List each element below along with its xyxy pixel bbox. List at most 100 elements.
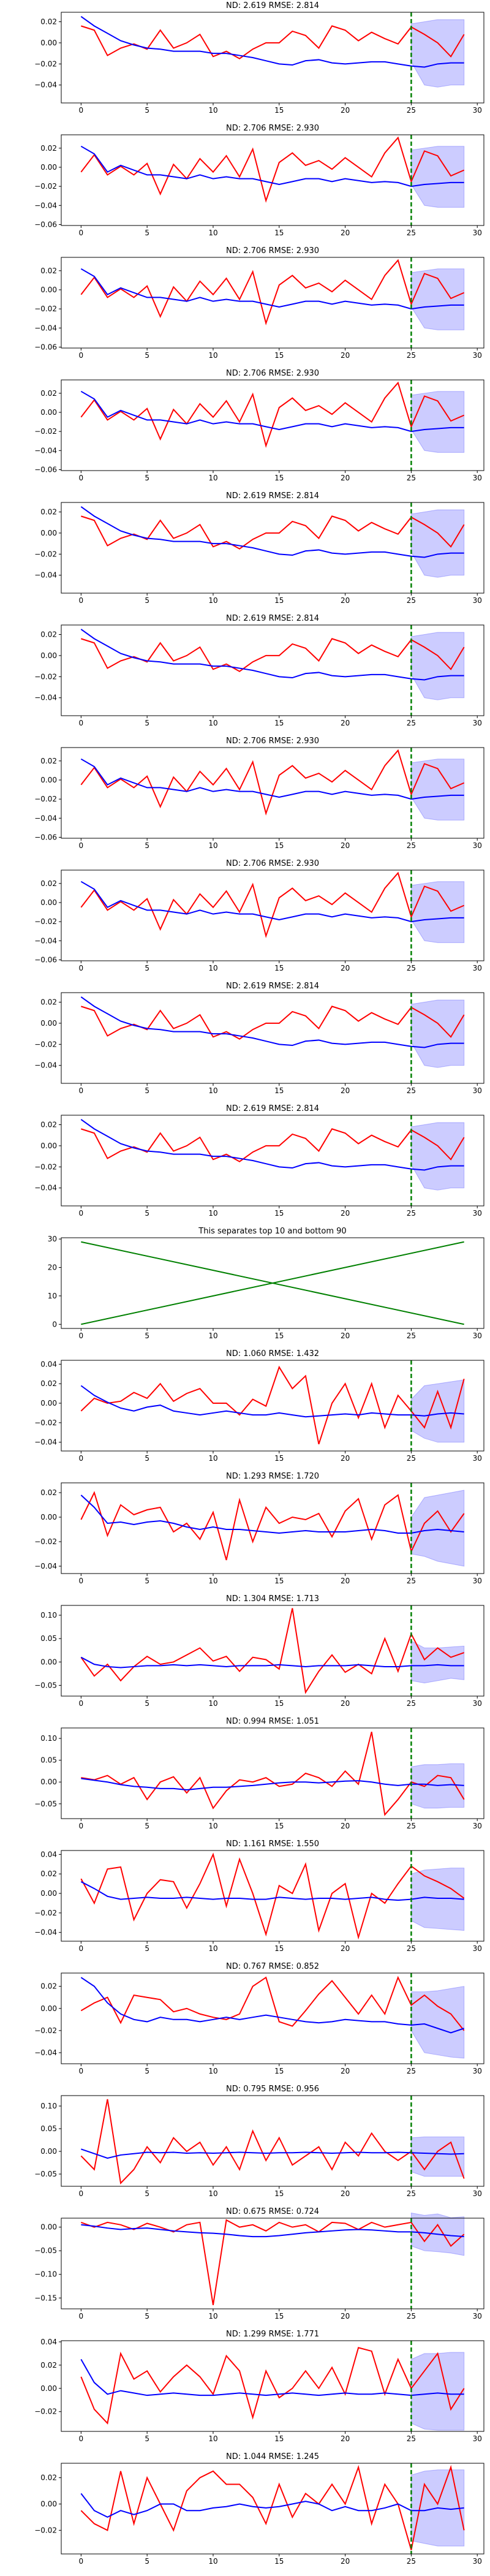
- x-tick-label: 20: [341, 841, 350, 850]
- chart-panel-19: ND: 0.675 RMSE: 0.724 0 5 10 15 20 25 30 −0.15 −0…: [0, 2206, 490, 2328]
- x-tick-label: 30: [473, 1577, 482, 1585]
- series-line-actual-1: [80, 871, 465, 938]
- x-tick-label: 10: [208, 2557, 217, 2566]
- x-tick-label: 0: [79, 2067, 84, 2075]
- y-tick-label: −0.02: [34, 2526, 57, 2534]
- x-tick-label: 0: [79, 1577, 84, 1585]
- y-tick-label: 0.05: [40, 1634, 57, 1643]
- y-tick-label: −0.02: [34, 1537, 57, 1546]
- chart-panel-3: ND: 2.706 RMSE: 2.930 0 5 10 15 20 25 30 −0.06 −0…: [0, 245, 490, 368]
- plot-frame: [61, 869, 484, 961]
- x-tick-label: 5: [145, 351, 149, 360]
- plot-frame: [61, 2463, 484, 2555]
- x-tick-label: 5: [145, 841, 149, 850]
- x-tick-label: 15: [274, 2557, 284, 2566]
- y-tick-label: −0.02: [34, 917, 57, 926]
- confidence-band: [410, 391, 465, 453]
- x-tick-label: 15: [274, 1332, 284, 1340]
- chart-svg: ND: 2.706 RMSE: 2.930 0 5 10 15 20 25 30 −0.06 −0…: [34, 369, 484, 482]
- x-tick-label: 20: [341, 2434, 350, 2443]
- x-tick-label: 5: [145, 1086, 149, 1095]
- series-line-actual-1: [81, 1732, 465, 1816]
- series-line-actual-1: [80, 2464, 465, 2550]
- x-tick-label: 30: [473, 2312, 482, 2320]
- y-tick-label: 0.02: [40, 630, 57, 638]
- y-tick-label: 0.00: [40, 163, 57, 172]
- chart-svg: ND: 1.293 RMSE: 1.720 0 5 10 15 20 25 30 −0.04 −0…: [34, 1472, 484, 1585]
- y-tick-label: 0.00: [40, 2384, 57, 2393]
- y-tick-label: 0.00: [40, 2499, 57, 2508]
- x-tick-label: 30: [473, 1332, 482, 1340]
- x-tick-label: 25: [407, 106, 416, 115]
- chart-panel-12: ND: 1.060 RMSE: 1.432 0 5 10 15 20 25 30 −0.04 −0…: [0, 1348, 490, 1471]
- x-tick-label: 30: [473, 474, 482, 482]
- x-tick-label: 10: [208, 1086, 217, 1095]
- x-tick-label: 10: [208, 1822, 217, 1830]
- y-tick-label: −0.02: [34, 795, 57, 803]
- x-tick-label: 25: [407, 1944, 416, 1953]
- y-tick-label: −0.06: [34, 343, 57, 351]
- x-tick-label: 30: [473, 1086, 482, 1095]
- x-tick-label: 5: [145, 2557, 149, 2566]
- y-tick-label: 30: [48, 1235, 57, 1243]
- chart-title: ND: 1.299 RMSE: 1.771: [226, 2330, 319, 2339]
- x-tick-label: 20: [341, 1577, 350, 1585]
- y-tick-label: −0.05: [34, 1681, 57, 1689]
- y-tick-label: 0.02: [40, 144, 57, 153]
- x-tick-label: 25: [407, 1454, 416, 1463]
- chart-svg: ND: 1.304 RMSE: 1.713 0 5 10 15 20 25 30 −0.05 0.…: [34, 1594, 484, 1708]
- plot-frame: [61, 1360, 484, 1452]
- x-tick-label: 15: [274, 2189, 284, 2198]
- y-tick-label: −0.04: [34, 694, 57, 702]
- chart-panel-11: This separates top 10 and bottom 90 0 5 10 1…: [0, 1225, 490, 1348]
- confidence-band: [410, 146, 465, 208]
- series-line-prediction-2: [80, 2358, 464, 2396]
- x-tick-label: 15: [274, 1086, 284, 1095]
- confidence-band: [410, 999, 465, 1068]
- x-tick-label: 25: [407, 229, 416, 237]
- confidence-band: [410, 881, 465, 943]
- chart-title: ND: 2.619 RMSE: 2.814: [226, 614, 319, 623]
- x-tick-label: 15: [274, 964, 284, 972]
- x-tick-label: 5: [145, 2312, 149, 2320]
- chart-title: ND: 1.044 RMSE: 1.245: [226, 2452, 319, 2461]
- x-tick-label: 30: [473, 1209, 482, 1218]
- y-tick-label: 0.02: [40, 2474, 57, 2482]
- y-tick-label: −0.02: [34, 672, 57, 681]
- chart-title: This separates top 10 and bottom 90: [198, 1227, 346, 1236]
- series-line-line-2: [81, 1241, 464, 1325]
- x-tick-label: 0: [79, 1454, 84, 1463]
- chart-panel-18: ND: 0.795 RMSE: 0.956 0 5 10 15 20 25 30 −0.05 0.…: [0, 2083, 490, 2206]
- series-line-actual-1: [81, 2219, 465, 2305]
- y-tick-label: 0.02: [40, 998, 57, 1006]
- y-tick-label: 20: [48, 1263, 57, 1271]
- plot-frame: [61, 1727, 484, 1819]
- chart-svg: ND: 2.706 RMSE: 2.930 0 5 10 15 20 25 30 −0.06 −0…: [34, 246, 484, 360]
- series-line-prediction-2: [80, 16, 464, 68]
- x-tick-label: 20: [341, 1332, 350, 1340]
- series-line-actual-1: [81, 515, 465, 550]
- chart-title: ND: 1.293 RMSE: 1.720: [226, 1472, 319, 1481]
- chart-panel-2: ND: 2.706 RMSE: 2.930 0 5 10 15 20 25 30 −0.06 −0…: [0, 123, 490, 245]
- y-tick-label: −0.10: [34, 2270, 57, 2279]
- y-tick-label: −0.02: [34, 182, 57, 191]
- y-tick-label: 0.00: [40, 1399, 57, 1407]
- y-tick-label: 0.10: [40, 2102, 57, 2110]
- x-tick-label: 20: [341, 106, 350, 115]
- x-tick-label: 20: [341, 2067, 350, 2075]
- x-tick-label: 20: [341, 2189, 350, 2198]
- x-tick-label: 25: [407, 1332, 416, 1340]
- plot-frame: [61, 1237, 484, 1329]
- x-tick-label: 0: [79, 474, 84, 482]
- x-tick-label: 15: [274, 229, 284, 237]
- series-line-actual-1: [80, 259, 465, 325]
- series-line-actual-1: [80, 2347, 465, 2425]
- confidence-band: [410, 268, 465, 330]
- chart-panel-4: ND: 2.706 RMSE: 2.930 0 5 10 15 20 25 30 −0.06 −0…: [0, 368, 490, 490]
- y-tick-label: 0.00: [40, 39, 57, 47]
- y-tick-label: 10: [48, 1292, 57, 1300]
- y-tick-label: −0.04: [34, 81, 57, 89]
- x-tick-label: 0: [79, 1944, 84, 1953]
- x-tick-label: 30: [473, 1944, 482, 1953]
- chart-svg: ND: 0.795 RMSE: 0.956 0 5 10 15 20 25 30 −0.05 0.…: [34, 2085, 484, 2198]
